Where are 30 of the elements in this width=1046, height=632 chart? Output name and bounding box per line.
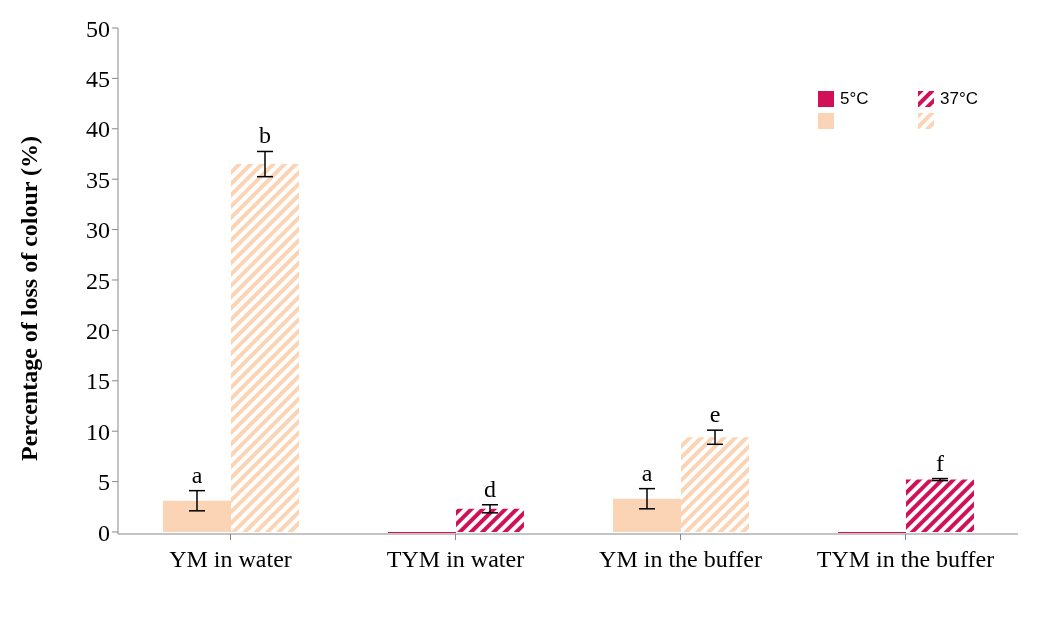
legend-label: 37°C xyxy=(940,89,978,109)
x-tick-label: YM in water xyxy=(169,546,292,573)
y-tick-label: 50 xyxy=(86,15,110,42)
data-label: d xyxy=(484,475,496,502)
x-tick-label: YM in the buffer xyxy=(599,546,762,573)
data-label: e xyxy=(709,401,721,428)
bar xyxy=(681,437,749,532)
y-axis-title: Percentage of loss of colour (%) xyxy=(15,135,42,461)
data-label: b xyxy=(259,122,271,149)
bar xyxy=(906,479,974,532)
y-tick-label: 15 xyxy=(86,368,110,395)
bar xyxy=(456,508,524,532)
x-tick-label: TYM in the buffer xyxy=(816,546,995,573)
y-tick-label: 45 xyxy=(86,65,110,92)
bar xyxy=(613,498,681,532)
y-tick-label: 0 xyxy=(98,519,110,546)
y-tick-label: 35 xyxy=(86,166,110,193)
bar xyxy=(163,500,231,532)
data-label: a xyxy=(191,461,203,488)
y-tick-label: 30 xyxy=(86,217,110,244)
data-label: a xyxy=(641,459,653,486)
bar xyxy=(231,164,299,532)
y-tick-label: 5 xyxy=(98,469,110,496)
x-tick-label: TYM in water xyxy=(386,546,525,573)
data-label: f xyxy=(936,449,944,476)
y-tick-label: 40 xyxy=(86,116,110,143)
legend-label: 5°C xyxy=(840,89,869,109)
y-tick-label: 10 xyxy=(86,418,110,445)
y-tick-label: 25 xyxy=(86,267,110,294)
y-tick-label: 20 xyxy=(86,317,110,344)
